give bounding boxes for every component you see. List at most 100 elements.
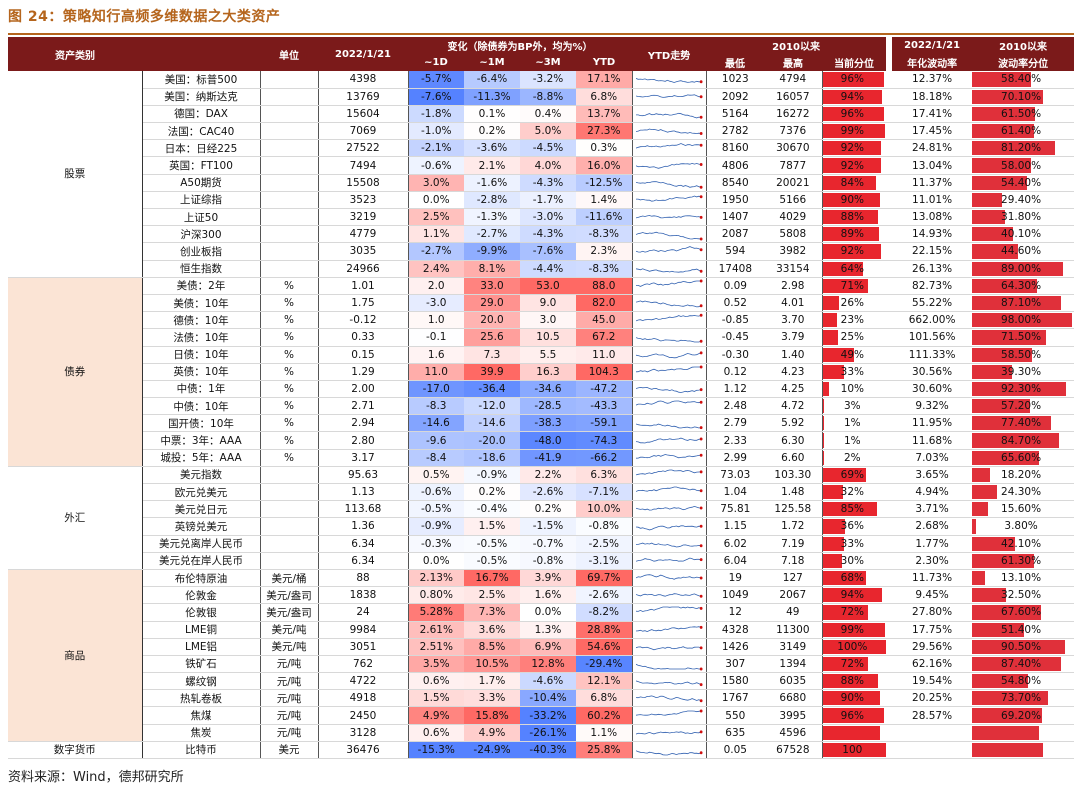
table-row: 日本：日经225 27522 -2.1% -3.6% -4.5% 0.3% 8160 3067… — [8, 139, 1075, 158]
change-1d: -3.0 — [408, 294, 464, 313]
vol-percentile-label — [1021, 727, 1025, 739]
asset-name: 中债：1年 — [142, 380, 261, 399]
percentile-label: 2% — [843, 451, 861, 464]
change-ytd: -59.1 — [576, 414, 633, 433]
percentile-bar — [823, 691, 880, 706]
high-since-2010: 3.70 — [764, 311, 823, 330]
table-row: 恒生指数 24966 2.4% 8.1% -4.4% -8.3% 17408 33154 64%… — [8, 260, 1075, 278]
annual-volatility: 7.03% — [892, 449, 973, 467]
change-3m: 5.0% — [520, 122, 576, 141]
ytd-sparkline — [631, 380, 707, 399]
change-1m: -0.9% — [464, 465, 520, 485]
annual-volatility: 17.45% — [892, 122, 973, 141]
hdr-high: 最高 — [764, 53, 823, 71]
change-3m: -0.8% — [520, 552, 576, 570]
asset-unit: 美元/吨 — [260, 621, 319, 639]
volatility-percentile: 31.80% — [972, 208, 1075, 227]
vol-percentile-bar — [972, 553, 1035, 568]
vol-percentile-bar — [972, 347, 1033, 362]
low-since-2010: 1049 — [706, 586, 765, 605]
percentile-label: 92% — [840, 245, 864, 258]
asset-unit: % — [260, 328, 319, 347]
asset-name: 美国：标普500 — [142, 71, 261, 89]
volatility-percentile: 90.50% — [972, 638, 1075, 656]
vol-percentile-bar — [972, 106, 1036, 122]
high-since-2010: 20021 — [764, 174, 823, 192]
low-since-2010: -0.45 — [706, 328, 765, 347]
current-percentile: 100% — [821, 638, 887, 656]
current-percentile: 84% — [821, 174, 887, 192]
ytd-sparkline — [631, 276, 707, 295]
asset-unit: 美元/盎司 — [260, 586, 319, 605]
change-3m: -34.6 — [520, 380, 576, 399]
change-1m: 20.0 — [464, 311, 520, 330]
percentile-label: 33% — [840, 537, 864, 550]
annual-volatility: 9.45% — [892, 586, 973, 605]
percentile-label: 88% — [840, 211, 864, 224]
low-since-2010: 6.02 — [706, 535, 765, 553]
ytd-sparkline — [631, 431, 707, 450]
volatility-percentile: 58.40% — [972, 71, 1075, 89]
high-since-2010: 3982 — [764, 242, 823, 261]
percentile-bar — [823, 141, 881, 156]
asset-name: 布伦特原油 — [142, 568, 261, 588]
low-since-2010: 2.79 — [706, 414, 765, 433]
annual-volatility: 19.54% — [892, 672, 973, 691]
asset-name: 英债：10年 — [142, 363, 261, 381]
high-since-2010: 16272 — [764, 105, 823, 124]
percentile-bar — [823, 278, 868, 293]
high-since-2010: 4794 — [764, 71, 823, 89]
high-since-2010: 2067 — [764, 586, 823, 605]
asset-name: 伦敦银 — [142, 603, 261, 622]
asset-name: 沪深300 — [142, 225, 261, 244]
low-since-2010: 635 — [706, 724, 765, 742]
change-1m: 2.1% — [464, 156, 520, 175]
vol-percentile-label: 67.60% — [1001, 606, 1042, 619]
change-1d: -0.5% — [408, 500, 464, 519]
change-3m: -4.5% — [520, 139, 576, 158]
current-percentile: 72% — [821, 655, 887, 674]
change-1d: 4.9% — [408, 706, 464, 725]
vol-percentile-bar — [972, 278, 1038, 293]
change-ytd: 25.8% — [576, 740, 633, 760]
table-row: 城投：5年：AAA% 3.17 -8.4 -18.6 -41.9 -66.2 2.99 6.6… — [8, 449, 1075, 467]
volatility-percentile — [972, 740, 1075, 760]
low-since-2010: -0.30 — [706, 346, 765, 364]
volatility-percentile: 13.10% — [972, 568, 1075, 588]
table-row: LME铝 美元/吨 3051 2.51% 8.5% 6.9% 54.6% 1426 3149 10… — [8, 638, 1075, 656]
high-since-2010: 11300 — [764, 621, 823, 639]
asset-name: 日本：日经225 — [142, 139, 261, 158]
ytd-sparkline — [631, 122, 707, 141]
change-1m: 7.3% — [464, 603, 520, 622]
change-1d: 2.51% — [408, 638, 464, 656]
percentile-bar — [823, 605, 869, 620]
asset-value: 3128 — [318, 724, 409, 742]
hdr-ytd-trend: YTD走势 — [632, 37, 707, 71]
high-since-2010: 1.40 — [764, 346, 823, 364]
low-since-2010: 17408 — [706, 260, 765, 278]
hdr-1d: ~1D — [408, 53, 464, 71]
change-3m: 1.6% — [520, 586, 576, 605]
vol-percentile-label: 54.40% — [1001, 176, 1042, 189]
percentile-bar — [823, 381, 829, 397]
table-row: 法债：10年% 0.33 -0.1 25.6 10.5 67.2 -0.45 3.79 25% 1… — [8, 328, 1075, 347]
current-percentile: 99% — [821, 621, 887, 639]
low-since-2010: 0.12 — [706, 363, 765, 381]
asset-value: 113.68 — [318, 500, 409, 519]
ytd-sparkline — [631, 156, 707, 175]
percentile-bar — [823, 175, 876, 190]
current-percentile: 33% — [821, 535, 887, 553]
change-1d: 2.61% — [408, 621, 464, 639]
asset-value: 0.33 — [318, 328, 409, 347]
change-3m: -3.2% — [520, 71, 576, 89]
volatility-percentile: 54.80% — [972, 672, 1075, 691]
change-1d: 0.5% — [408, 465, 464, 485]
change-ytd: 60.2% — [576, 706, 633, 725]
vol-percentile-label: 65.60% — [1001, 451, 1042, 464]
volatility-percentile: 69.20% — [972, 706, 1075, 725]
low-since-2010: 4328 — [706, 621, 765, 639]
asset-unit — [260, 156, 319, 175]
percentile-bar — [823, 570, 866, 586]
annual-volatility: 18.18% — [892, 88, 973, 106]
current-percentile: 96% — [821, 71, 887, 89]
